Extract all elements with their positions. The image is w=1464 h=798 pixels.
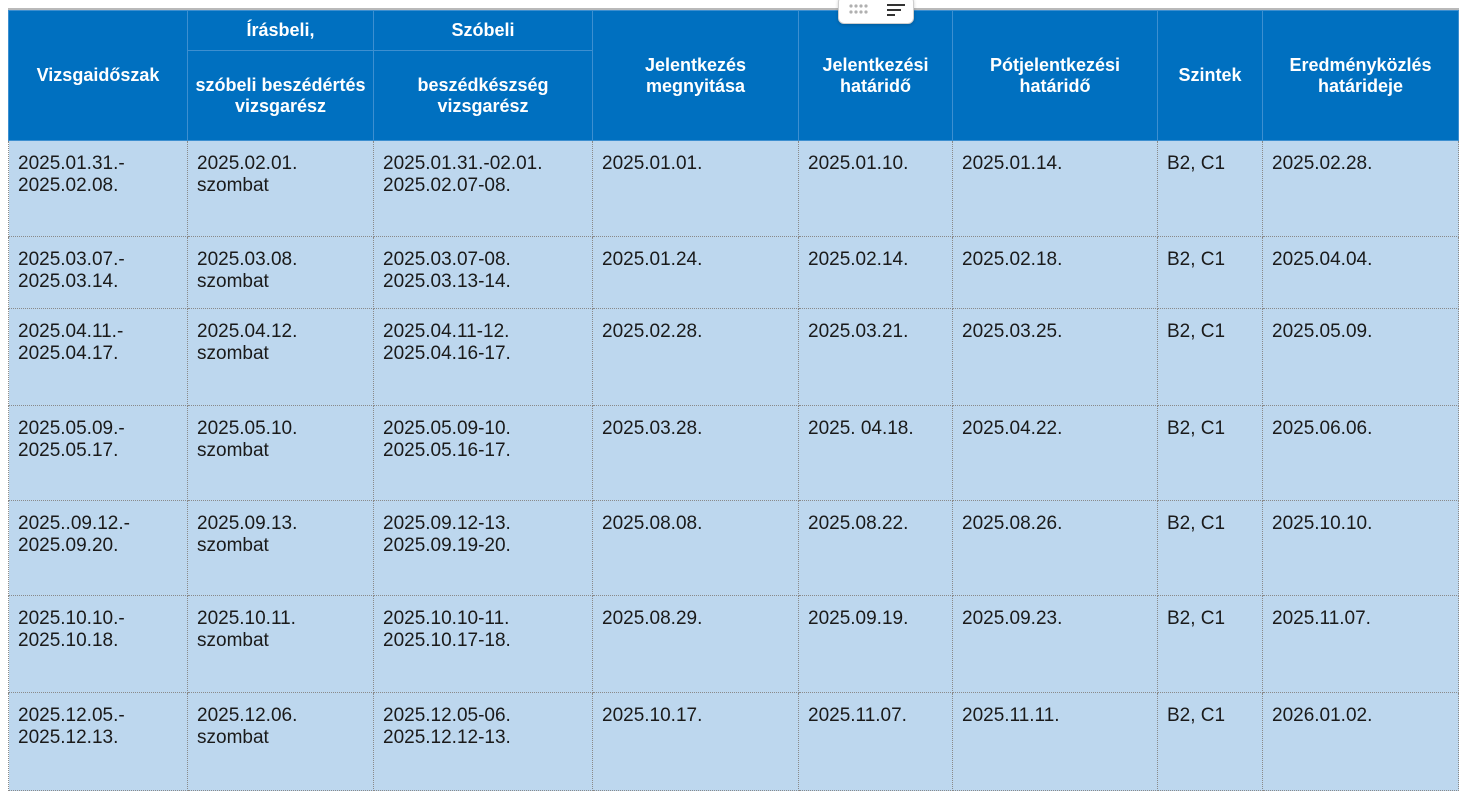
table-row: 2025.12.05.- 2025.12.13. 2025.12.06. szom… bbox=[8, 692, 1459, 791]
table-cell: 2025.03.08. szombat bbox=[187, 236, 374, 309]
table-cell: B2, C1 bbox=[1157, 140, 1263, 237]
table-cell: 2025.04.11-12. 2025.04.16-17. bbox=[373, 308, 593, 406]
table-wrapper: Vizsgaidőszak Írásbeli, Szóbeli Jelentkezés… bbox=[8, 8, 1459, 791]
table-cell: 2025.09.12-13. 2025.09.19-20. bbox=[373, 500, 593, 596]
table-row: 2025.01.31.- 2025.02.08. 2025.02.01. szom… bbox=[8, 140, 1459, 237]
table-cell: B2, C1 bbox=[1157, 692, 1263, 791]
table-cell: 2025..09.12.- 2025.09.20. bbox=[8, 500, 188, 596]
table-cell: 2025.03.25. bbox=[952, 308, 1158, 406]
table-cell: 2025.03.21. bbox=[798, 308, 953, 406]
table-cell: 2025.09.19. bbox=[798, 595, 953, 693]
table-cell: 2025.12.06. szombat bbox=[187, 692, 374, 791]
table-cell: 2025.01.24. bbox=[592, 236, 799, 309]
toolbar-icons bbox=[849, 4, 905, 16]
table-cell: 2025.09.13. szombat bbox=[187, 500, 374, 596]
toolbar[interactable] bbox=[838, 0, 914, 24]
column-header: Szóbeli bbox=[373, 10, 593, 51]
table-cell: B2, C1 bbox=[1157, 595, 1263, 693]
table-cell: 2025.01.10. bbox=[798, 140, 953, 237]
table-cell: 2025.04.12. szombat bbox=[187, 308, 374, 406]
table-cell: 2025.02.01. szombat bbox=[187, 140, 374, 237]
table-cell: 2025.02.28. bbox=[592, 308, 799, 406]
table-cell: 2025.10.11. szombat bbox=[187, 595, 374, 693]
table-cell: 2025.04.04. bbox=[1262, 236, 1459, 309]
table-cell: 2025.11.07. bbox=[1262, 595, 1459, 693]
table-cell: 2025.09.23. bbox=[952, 595, 1158, 693]
table-cell: B2, C1 bbox=[1157, 405, 1263, 501]
table-cell: 2025. 04.18. bbox=[798, 405, 953, 501]
table-cell: 2025.10.17. bbox=[592, 692, 799, 791]
column-header: Szintek bbox=[1157, 10, 1263, 141]
column-header: Írásbeli, bbox=[187, 10, 374, 51]
table-cell: 2025.01.31.-02.01. 2025.02.07-08. bbox=[373, 140, 593, 237]
table-row: 2025.03.07.- 2025.03.14. 2025.03.08. szom… bbox=[8, 236, 1459, 309]
table-cell: 2025.10.10.- 2025.10.18. bbox=[8, 595, 188, 693]
table-cell: 2025.08.08. bbox=[592, 500, 799, 596]
table-cell: 2025.08.29. bbox=[592, 595, 799, 693]
table-cell: 2025.05.10. szombat bbox=[187, 405, 374, 501]
table-row: 2025.05.09.- 2025.05.17. 2025.05.10. szom… bbox=[8, 405, 1459, 501]
table-cell: 2025.03.07.- 2025.03.14. bbox=[8, 236, 188, 309]
table-cell: 2025.02.18. bbox=[952, 236, 1158, 309]
table-cell: 2025.01.14. bbox=[952, 140, 1158, 237]
table-cell: 2025.03.28. bbox=[592, 405, 799, 501]
column-header: Jelentkezés megnyitása bbox=[592, 10, 799, 141]
table-cell: 2025.10.10-11. 2025.10.17-18. bbox=[373, 595, 593, 693]
table-cell: 2025.04.22. bbox=[952, 405, 1158, 501]
table-cell: 2025.12.05.- 2025.12.13. bbox=[8, 692, 188, 791]
table-cell: 2025.03.07-08. 2025.03.13-14. bbox=[373, 236, 593, 309]
exam-table: Vizsgaidőszak Írásbeli, Szóbeli Jelentkezés… bbox=[8, 10, 1459, 791]
header-row: Vizsgaidőszak Írásbeli, Szóbeli Jelentkezés… bbox=[8, 10, 1459, 141]
table-cell: B2, C1 bbox=[1157, 308, 1263, 406]
column-subheader: beszédkészség vizsgarész bbox=[373, 50, 593, 141]
column-header: Vizsgaidőszak bbox=[8, 10, 188, 141]
column-header: Pótjelentkezési határidő bbox=[952, 10, 1158, 141]
table-cell: 2025.08.26. bbox=[952, 500, 1158, 596]
table-cell: 2025.04.11.- 2025.04.17. bbox=[8, 308, 188, 406]
table-cell: 2025.08.22. bbox=[798, 500, 953, 596]
table-cell: 2025.12.05-06. 2025.12.12-13. bbox=[373, 692, 593, 791]
table-cell: 2026.01.02. bbox=[1262, 692, 1459, 791]
header-subrow: szóbeli beszédértés vizsgarész beszédkész… bbox=[9, 50, 1459, 141]
table-cell: B2, C1 bbox=[1157, 236, 1263, 309]
table-cell: 2025.02.28. bbox=[1262, 140, 1459, 237]
table-cell: 2025.05.09. bbox=[1262, 308, 1459, 406]
table-cell: 2025.01.01. bbox=[592, 140, 799, 237]
table-cell: 2025.11.07. bbox=[798, 692, 953, 791]
column-subheader: szóbeli beszédértés vizsgarész bbox=[187, 50, 374, 141]
table-body: 2025.01.31.- 2025.02.08. 2025.02.01. szom… bbox=[8, 140, 1459, 791]
column-header: Jelentkezési határidő bbox=[798, 10, 953, 141]
table-header: Vizsgaidőszak Írásbeli, Szóbeli Jelentkezés… bbox=[8, 10, 1459, 141]
table-cell: 2025.05.09-10. 2025.05.16-17. bbox=[373, 405, 593, 501]
table-cell: B2, C1 bbox=[1157, 500, 1263, 596]
table-cell: 2025.11.11. bbox=[952, 692, 1158, 791]
table-cell: 2025.10.10. bbox=[1262, 500, 1459, 596]
table-cell: 2025.01.31.- 2025.02.08. bbox=[8, 140, 188, 237]
table-row: 2025.04.11.- 2025.04.17. 2025.04.12. szom… bbox=[8, 308, 1459, 406]
table-cell: 2025.02.14. bbox=[798, 236, 953, 309]
table-row: 2025.10.10.- 2025.10.18. 2025.10.11. szom… bbox=[8, 595, 1459, 693]
table-cell: 2025.06.06. bbox=[1262, 405, 1459, 501]
table-cell: 2025.05.09.- 2025.05.17. bbox=[8, 405, 188, 501]
column-header: Eredményközlés határideje bbox=[1262, 10, 1459, 141]
table-row: 2025..09.12.- 2025.09.20. 2025.09.13. szo… bbox=[8, 500, 1459, 596]
